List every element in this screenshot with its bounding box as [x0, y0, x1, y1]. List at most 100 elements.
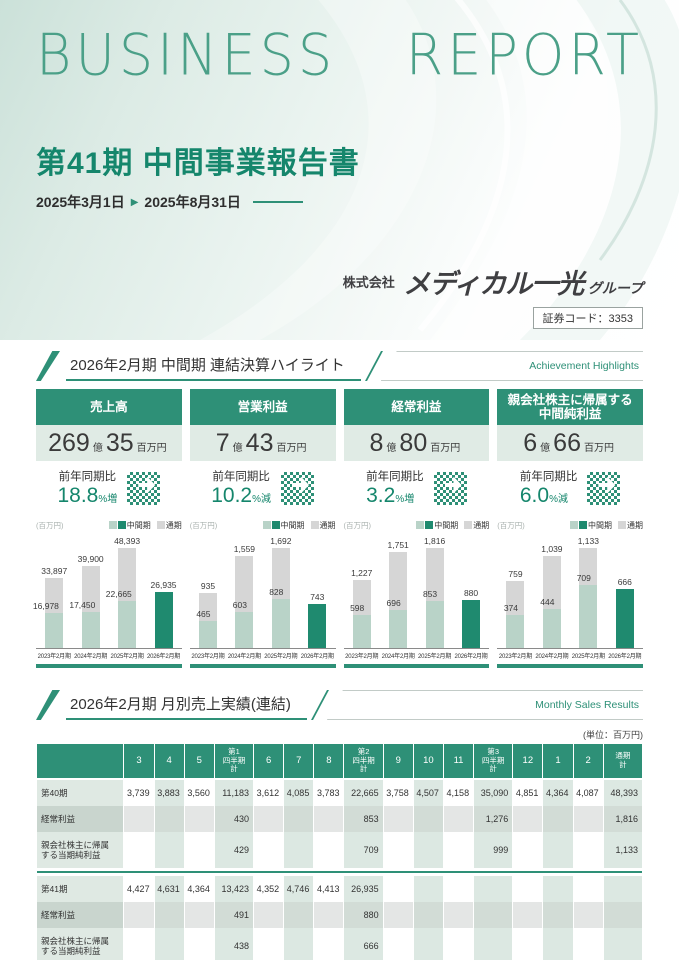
- x-label: 2023年2月期: [498, 654, 533, 660]
- card-title: 経常利益: [343, 389, 490, 425]
- bar-value-label-full: 1,692: [270, 536, 292, 546]
- card-value-oku: 6: [523, 429, 538, 457]
- qr-code-icon: [127, 471, 161, 505]
- card-value-oku: 269: [48, 429, 90, 457]
- table-cell: 3,783: [316, 788, 340, 798]
- x-label: 2023年2月期: [191, 654, 225, 660]
- x-label: 2025年2月期: [110, 654, 144, 660]
- bar-interim: [235, 612, 254, 648]
- table-cell: [474, 902, 513, 928]
- chart-x-labels: 2023年2月期 2024年2月期 2025年2月期 2026年2月期: [497, 649, 643, 660]
- card-unit-man: 百万円: [430, 443, 461, 454]
- bar-value-label-interim: 598: [350, 603, 365, 613]
- bar-value-label-interim: 853: [422, 589, 438, 599]
- bar-interim: [389, 610, 408, 648]
- bar-interim: [462, 600, 481, 648]
- chart-header: (百万円) 中間期 通期: [36, 519, 182, 531]
- legend-full-label: 通期: [473, 520, 490, 530]
- x-label: 2024年2月期: [74, 654, 108, 660]
- bar-value-label-interim: 444: [540, 597, 555, 607]
- x-label: 2023年2月期: [345, 654, 379, 660]
- yoy-percent-value: 3.2: [366, 484, 396, 507]
- bar-group: 1,816 853: [416, 536, 452, 648]
- table-cell: [124, 902, 154, 928]
- table-cell: 4,413: [316, 884, 340, 894]
- table-cell: 4,851: [515, 788, 539, 798]
- table-cell: 4,427: [127, 884, 150, 894]
- column-header: 7: [284, 744, 314, 780]
- chart-2: (百万円) 中間期 通期 935 465 1,559 603 1,692 828 743 2023年…: [189, 519, 336, 668]
- table-cell: [513, 928, 542, 960]
- legend-interim-label: 中間期: [434, 520, 459, 530]
- table-cell: 4,087: [576, 788, 599, 798]
- table-cell: 3,883: [154, 780, 184, 806]
- company-suffix: グループ: [587, 280, 643, 296]
- table-cell: 48,393: [603, 780, 642, 806]
- card-unit-man: 百万円: [583, 443, 614, 454]
- column-header: 3: [124, 744, 154, 780]
- report-title: 第41期 中間事業報告書: [36, 147, 360, 180]
- table-cell: [184, 902, 214, 928]
- table-cell: [413, 928, 443, 960]
- bar-value-label-full: 1,133: [577, 536, 599, 546]
- bar-interim: [542, 609, 561, 648]
- report-period: 2025年3月1日 ▶ 2025年8月31日: [36, 192, 643, 212]
- bar-group: 1,227 598: [344, 537, 380, 648]
- chart-plot: 759 374 1,039 444 1,133 709 666: [497, 536, 643, 649]
- legend-full-swatch: [464, 521, 473, 529]
- chart-unit-label: (百万円): [36, 520, 64, 530]
- bar-value-label-full: 759: [508, 569, 523, 579]
- column-header: 8: [314, 744, 344, 780]
- chart-header: (百万円) 中間期 通期: [190, 519, 336, 531]
- yoy-percent: 10.2%減: [211, 484, 271, 508]
- bar-group: 935 465: [190, 537, 226, 648]
- chart-legend: 中間期 通期: [262, 520, 336, 531]
- table-cell: 430: [214, 806, 254, 832]
- chart-x-labels: 2023年2月期 2024年2月期 2025年2月期 2026年2月期: [36, 649, 182, 660]
- table-row: 経常利益 430 853 1,276 1,816: [37, 806, 642, 832]
- card-yoy: 前年同期比 3.2%増: [344, 461, 490, 513]
- chart-plot: 33,897 16,978 39,900 17,450 48,393 22,665 26,9…: [33, 536, 182, 649]
- chart-plot: 935 465 1,559 603 1,692 828 743: [189, 536, 336, 649]
- yoy-percent-value: 10.2: [211, 484, 253, 507]
- table-cell: [413, 902, 443, 928]
- chart-legend: 中間期 通期: [416, 520, 489, 531]
- legend-interim-label: 中間期: [280, 520, 305, 530]
- table-cell: 4,352: [256, 884, 280, 894]
- legend-full-swatch: [310, 521, 319, 529]
- card-yoy-left: 前年同期比 3.2%増: [366, 468, 424, 508]
- highlight-card-1: 売上高 269 億 35 百万円 前年同期比 18.8%増: [36, 389, 182, 513]
- table-cell: [573, 806, 603, 832]
- x-label: 2024年2月期: [535, 654, 569, 660]
- period-rule: [252, 201, 303, 203]
- period-end: 2025年8月31日: [144, 194, 241, 210]
- bar-value-label-interim: 828: [269, 587, 284, 597]
- legend-full-label: 通期: [627, 520, 643, 530]
- bar-group: 48,393 22,665: [106, 536, 145, 648]
- card-yoy-left: 前年同期比 10.2%減: [211, 468, 271, 508]
- column-header: 12: [513, 744, 543, 780]
- column-header: 5: [184, 744, 214, 780]
- table-row: 第41期 4,427 4,631 4,364 13,423 4,352 4,746 4,413…: [37, 876, 642, 902]
- legend-full-label: 通期: [165, 520, 182, 530]
- bar-value-label-interim: 465: [196, 609, 211, 619]
- table-cell: [314, 928, 343, 960]
- yoy-percent-unit: %増: [98, 494, 118, 505]
- table-cell: [314, 806, 344, 832]
- table-cell: [573, 902, 603, 928]
- yoy-label: 前年同期比: [366, 471, 424, 483]
- chart-unit-label: (百万円): [189, 520, 218, 530]
- table-cell: 853: [344, 806, 383, 832]
- column-header: 第3 四半期 計: [474, 744, 513, 780]
- yoy-label: 前年同期比: [519, 471, 578, 483]
- section-wedge-icon: [36, 351, 60, 381]
- table-cell: [284, 806, 314, 832]
- card-yoy-left: 前年同期比 18.8%増: [57, 468, 117, 508]
- bar-group: 1,692 828: [263, 536, 299, 648]
- legend-interim-past-swatch: [262, 521, 271, 529]
- bar-value-label-full: 1,227: [351, 568, 373, 578]
- x-label: 2024年2月期: [227, 654, 261, 660]
- chart-x-labels: 2023年2月期 2024年2月期 2025年2月期 2026年2月期: [344, 649, 490, 660]
- table-header-row: 3 4 5 第1 四半期 計 6 7 8 第2 四半期 計 9 10 11 第3 四半期 計 12 1 2 通…: [37, 744, 642, 780]
